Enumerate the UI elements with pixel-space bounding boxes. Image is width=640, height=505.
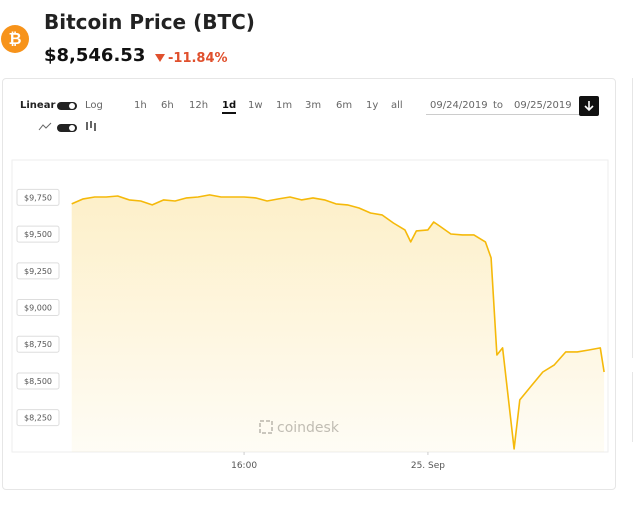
candle-icon[interactable] (85, 120, 97, 132)
range-button[interactable]: 1y (366, 100, 379, 111)
range-button[interactable]: 1h (134, 100, 147, 111)
scale-log[interactable]: Log (85, 100, 103, 111)
btc-symbol: ₿ (8, 29, 21, 48)
y-tick-label: $8,750 (24, 340, 52, 349)
x-tick-label: 25. Sep (411, 461, 445, 471)
date-from[interactable]: 09/24/2019 (426, 97, 514, 115)
y-tick-box (16, 225, 60, 243)
y-tick-label: $9,000 (24, 304, 52, 313)
range-button[interactable]: 6m (336, 100, 353, 111)
page-title: Bitcoin Price (BTC) (44, 10, 255, 34)
range-button[interactable]: 12h (189, 100, 209, 111)
y-tick-label: $9,250 (24, 267, 52, 276)
y-tick-box (16, 372, 60, 390)
price: $8,546.53 (44, 45, 146, 66)
area (71, 194, 605, 452)
scale-linear[interactable]: Linear (20, 100, 56, 111)
scale-toggle[interactable] (57, 102, 77, 110)
x-tick-label: 16:00 (231, 461, 257, 471)
y-tick-label: $9,750 (24, 193, 52, 202)
download-button[interactable] (579, 96, 599, 116)
y-tick-box (16, 262, 60, 280)
range-button[interactable]: 1w (248, 100, 263, 111)
range-button[interactable]: 1d (222, 100, 237, 114)
line (71, 194, 605, 450)
y-tick-box (16, 335, 60, 353)
y-tick-box (16, 409, 60, 427)
y-tick-box (16, 188, 60, 206)
line-icon[interactable] (38, 122, 52, 132)
side-card (632, 78, 640, 358)
y-tick-box (16, 299, 60, 317)
price-change: -11.84% (168, 51, 228, 66)
range-button[interactable]: 6h (161, 100, 174, 111)
y-tick-label: $9,500 (24, 230, 52, 239)
range-button[interactable]: 3m (305, 100, 322, 111)
y-tick-label: $8,250 (24, 414, 52, 423)
chart-type-toggle[interactable] (57, 124, 77, 132)
y-tick-label: $8,500 (24, 377, 52, 386)
btc-icon: ₿ (1, 25, 29, 53)
chart-card (2, 78, 616, 490)
down-arrow (155, 54, 165, 62)
date-separator: to (493, 100, 504, 111)
side-card (632, 372, 640, 442)
date-to[interactable]: 09/25/2019 (510, 97, 598, 115)
range-button[interactable]: 1m (276, 100, 293, 111)
range-button[interactable]: all (391, 100, 403, 111)
